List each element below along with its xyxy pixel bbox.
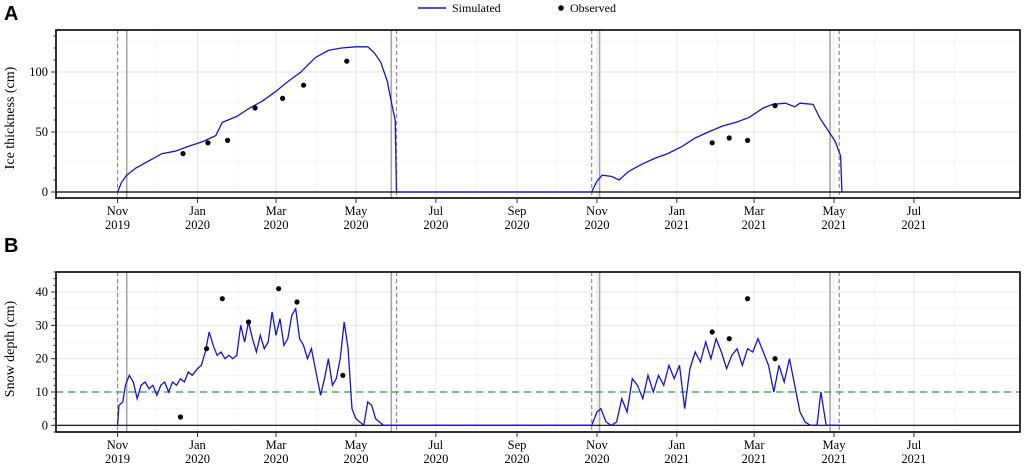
panel-a-observed-point-6 [344, 58, 350, 64]
panel-a-x-tick-year-10: 2021 [901, 218, 926, 232]
panel-b-y-tick-label-0: 0 [42, 418, 48, 432]
panel-b-y-tick-label-3: 30 [36, 318, 49, 332]
panel-a-season-lines [116, 30, 840, 198]
panel-b-observed-point-7 [709, 329, 715, 335]
panel-b-x-ticks: Nov2019Jan2020Mar2020May2020Jul2020Sep20… [105, 432, 926, 466]
panel-a-observed-points [180, 58, 778, 157]
panel-b-x-tick-month-9: May [823, 438, 847, 452]
panel-b-x-tick-month-5: Sep [508, 438, 527, 452]
panel-a-x-tick-year-6: 2020 [584, 218, 609, 232]
panel-b-frame [55, 271, 1021, 433]
panel-b-y-tick-label-1: 10 [36, 385, 49, 399]
panel-a-observed-point-8 [726, 135, 732, 141]
panel-a-observed-point-1 [205, 140, 211, 146]
panel-a-x-tick-month-0: Nov [107, 204, 129, 218]
panel-a-x-tick-year-3: 2020 [343, 218, 368, 232]
panel-b-observed-point-8 [726, 336, 732, 342]
legend-simulated-label: Simulated [452, 1, 501, 15]
panel-b-x-tick-month-2: Mar [266, 438, 288, 452]
panel-a-x-tick-year-7: 2021 [664, 218, 689, 232]
panel-b-x-tick-month-7: Jan [669, 438, 686, 452]
panel-b-y-tick-label-2: 20 [36, 352, 49, 366]
panel-b-y-ticks: 0 10 20 30 40 [36, 271, 56, 433]
panel-a-label: A [4, 3, 18, 25]
panel-b-x-tick-year-7: 2021 [664, 452, 689, 466]
panel-b-observed-point-0 [177, 414, 184, 420]
panel-a-x-tick-year-4: 2020 [423, 218, 448, 232]
panel-b-x-tick-month-4: Jul [429, 438, 444, 452]
panel-b-season-lines [116, 272, 840, 432]
panel-a-simulated-line [116, 46, 843, 193]
panel-a-x-tick-month-8: Mar [744, 204, 766, 218]
panel-a-x-tick-month-9: May [823, 204, 847, 218]
panel-b-observed-points [177, 286, 778, 420]
panel-b-x-tick-month-8: Mar [744, 438, 766, 452]
panel-b-label: B [4, 235, 18, 257]
panel-b-x-tick-year-8: 2021 [742, 452, 767, 466]
panel-a-observed-point-2 [224, 137, 231, 143]
panel-a-x-tick-year-1: 2020 [185, 218, 210, 232]
panel-a-y-ticks: 0 50 100 [29, 35, 56, 199]
panel-a-y-tick-label-2: 100 [29, 65, 48, 79]
panel-a-observed-point-10 [772, 103, 778, 109]
panel-b-observed-point-4 [276, 286, 282, 292]
panel-b-x-tick-year-9: 2021 [822, 452, 847, 466]
panel-a-x-ticks: Nov2019Jan2020Mar2020May2020Jul2020Sep20… [105, 198, 926, 232]
panel-a-x-tick-year-0: 2019 [105, 218, 130, 232]
panel-b-x-tick-year-2: 2020 [264, 452, 289, 466]
panel-b-observed-point-3 [245, 319, 252, 325]
panel-a-grid [56, 30, 1020, 198]
panel-b-x-tick-year-6: 2020 [584, 452, 609, 466]
panel-b-observed-point-2 [219, 296, 225, 302]
panel-a-x-tick-month-6: Nov [586, 204, 608, 218]
panel-a-x-tick-year-9: 2021 [822, 218, 847, 232]
panel-b-x-tick-month-0: Nov [107, 438, 129, 452]
panel-b-observed-point-10 [772, 356, 778, 362]
panel-b-y-axis-title: Snow depth (cm) [3, 300, 18, 397]
panel-a-x-tick-month-10: Jul [907, 204, 922, 218]
legend: Simulated Observed [418, 1, 616, 15]
panel-b-x-tick-month-10: Jul [907, 438, 922, 452]
panel-b-x-tick-year-0: 2019 [105, 452, 130, 466]
legend-observed-label: Observed [570, 1, 616, 15]
panel-b-x-tick-month-6: Nov [586, 438, 608, 452]
panel-a-x-tick-year-8: 2021 [742, 218, 767, 232]
panel-a-y-tick-label-0: 0 [42, 185, 48, 199]
panel-b-y-tick-label-4: 40 [36, 285, 49, 299]
panel-a-observed-point-4 [279, 95, 286, 101]
panel-a-observed-point-7 [709, 140, 715, 146]
panel-b-x-tick-year-4: 2020 [423, 452, 448, 466]
panel-b-x-tick-year-3: 2020 [343, 452, 368, 466]
panel-a-x-tick-month-5: Sep [508, 204, 527, 218]
panel-a-y-axis-title: Ice thickness (cm) [3, 66, 18, 169]
panel-a-x-tick-month-2: Mar [266, 204, 288, 218]
panel-a-observed-point-5 [300, 82, 307, 88]
panel-b-x-tick-month-3: May [344, 438, 368, 452]
panel-b-observed-point-6 [340, 372, 346, 378]
panel-a-x-tick-month-1: Jan [189, 204, 206, 218]
panel-a-observed-point-9 [744, 137, 751, 143]
panel-a-observed-point-0 [180, 151, 186, 157]
panel-b-x-tick-year-1: 2020 [185, 452, 210, 466]
panel-a-x-tick-month-4: Jul [429, 204, 444, 218]
panel-a-frame [55, 29, 1021, 199]
legend-observed-marker [558, 5, 564, 11]
panel-b-x-tick-month-1: Jan [189, 438, 206, 452]
panel-b-x-tick-year-10: 2021 [901, 452, 926, 466]
panel-b-observed-point-9 [744, 296, 751, 302]
panel-b-simulated-line [116, 306, 840, 427]
panel-b-observed-point-1 [204, 346, 210, 352]
panel-b-grid [56, 272, 1020, 432]
panel-a-x-tick-year-5: 2020 [505, 218, 530, 232]
panel-a-y-tick-label-1: 50 [36, 125, 49, 139]
panel-a-x-tick-month-7: Jan [669, 204, 686, 218]
panel-a-x-tick-month-3: May [344, 204, 368, 218]
panel-b-x-tick-year-5: 2020 [505, 452, 530, 466]
panel-a-x-tick-year-2: 2020 [264, 218, 289, 232]
panel-a-observed-point-3 [252, 105, 258, 111]
panel-b-observed-point-5 [294, 299, 300, 305]
